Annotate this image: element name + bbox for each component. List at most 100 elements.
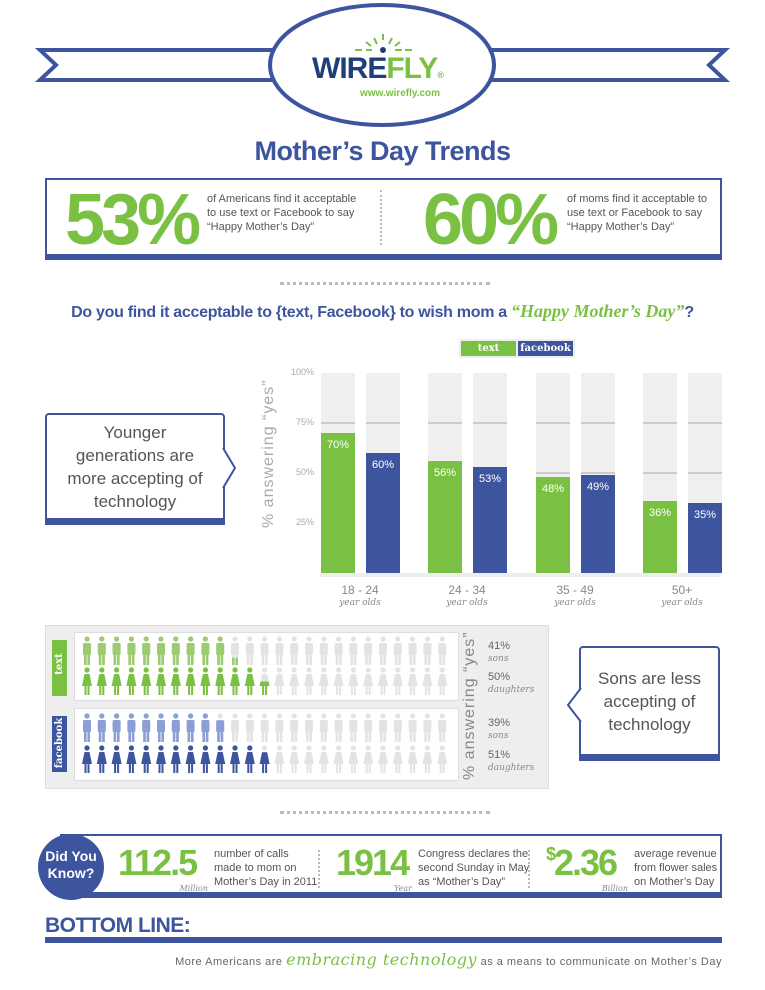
female-icon [141,745,152,773]
gridline-75 [643,422,677,424]
female-icon [126,745,137,773]
male-icon [186,636,195,665]
group-label-facebook: facebook [52,716,67,772]
male-icon [275,713,284,742]
fact-desc-line: average revenue [634,848,717,860]
text-pre: More Americans are [175,956,287,968]
female-icon [274,745,285,773]
bar-value-label: 49% [587,481,609,493]
male-icon [112,636,121,665]
x-axis-baseline [320,573,720,577]
desc-line: of Americans find it acceptable [207,193,357,205]
logo-url[interactable]: www.wirefly.com [360,88,441,99]
male-icon [438,713,447,742]
female-icon [126,667,137,695]
female-icon [304,745,314,773]
male-icon [216,636,225,665]
callout-pointer [222,448,237,488]
bottom-line-heading: BOTTOM LINE: [45,914,191,937]
male-icon [245,636,254,665]
fact-unit: Million [179,884,208,893]
legend-text: text [461,341,516,356]
gender-label: daughters [488,763,535,773]
x-tick-sublabel: year olds [446,598,488,608]
x-tick-label: 35 - 49 [556,583,594,597]
female-icon [185,745,196,773]
callout-text: Sons are less accepting of technology [598,668,701,734]
male-icon [260,713,269,742]
female-icon [422,667,433,695]
gender-y-axis-label: % answering “yes” [461,631,478,780]
bar-text-1 [428,461,462,573]
male-icon [305,713,313,742]
bar-facebook-1 [473,467,507,573]
callout-text: Younger generations are more accepting o… [67,422,203,511]
fact-desc-line: number of calls [214,848,289,860]
female-icon [392,745,403,773]
gender-label: daughters [488,685,535,695]
gender-pct-label: 39% [488,717,511,729]
female-icon [244,745,255,773]
logo-registered-mark: ® [437,70,444,80]
male-icon [83,713,91,742]
male-icon [305,636,313,665]
male-icon [112,713,121,742]
male-icon [408,713,417,742]
female-icon [318,745,329,773]
logo: WIREFLY® [312,52,444,85]
desc-line: “Happy Mother’s Day” [207,221,315,233]
female-icon [333,667,344,695]
fact-value: 1914 [336,845,410,881]
male-icon [275,636,284,665]
x-tick-sublabel: year olds [661,598,703,608]
male-icon [245,713,254,742]
page-title: Mother’s Day Trends [254,136,511,166]
bar-value-label: 48% [542,483,564,495]
female-icon [318,667,329,695]
fact-prefix: $ [546,844,556,864]
y-tick-label: 50% [295,467,314,477]
female-icon [215,667,226,695]
gridline-75 [321,422,355,424]
y-tick-label: 75% [295,417,314,427]
bar-value-label: 56% [434,467,456,479]
bottom-line-text: More Americans are embracing technology … [175,950,722,969]
female-icon [289,745,300,773]
fact-desc-line: on Mother’s Day [634,876,715,888]
female-icon [304,667,314,695]
stat-value: 60% [423,180,559,260]
male-icon [319,713,328,742]
male-icon [186,713,195,742]
male-icon [260,636,269,665]
male-icon [231,713,239,742]
divider [528,850,530,888]
male-icon [349,636,358,665]
female-icon [96,667,107,695]
gender-pct-label: 41% [488,640,511,652]
bar-text-0 [321,433,355,573]
bar-value-label: 36% [649,507,671,519]
chart-legend: text facebook [459,339,575,358]
female-icon [230,745,240,773]
bar-facebook-0 [366,453,400,573]
x-tick-label: 18 - 24 [341,583,379,597]
male-icon [157,636,165,665]
female-icon [333,745,344,773]
desc-line: to use text or Facebook to say [207,207,355,219]
female-icon [363,667,374,695]
male-icon [290,713,299,742]
male-icon [97,636,106,665]
legend-facebook: facebook [518,341,573,356]
fact-number: 2.36 [554,842,618,883]
female-icon [407,667,418,695]
male-icon [97,713,106,742]
male-icon [364,713,373,742]
female-icon [82,667,92,695]
male-icon [201,713,210,742]
logo-sparkle-icon [355,34,412,51]
female-icon [259,745,270,773]
female-icon [111,667,122,695]
male-icon [393,713,402,742]
people-icon-grid [82,636,448,773]
stat-value: 53% [65,180,201,260]
